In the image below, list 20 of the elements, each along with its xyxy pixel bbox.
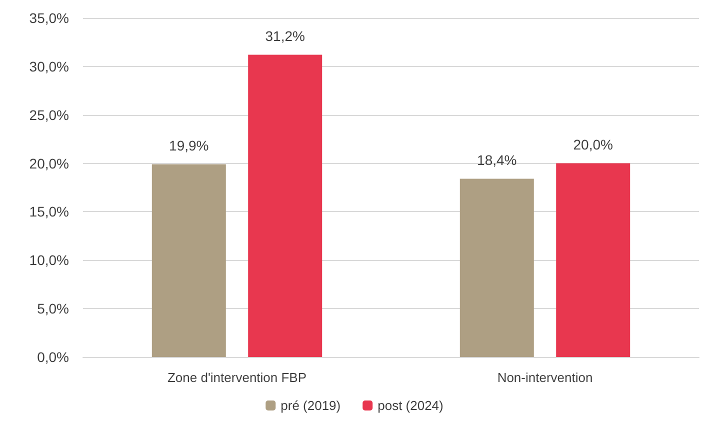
y-tick-label: 10,0%: [29, 252, 69, 268]
data-label: 31,2%: [265, 28, 305, 44]
legend-label: post (2024): [378, 398, 444, 413]
y-tick-label: 5,0%: [37, 300, 69, 317]
data-label: 18,4%: [477, 152, 517, 168]
bar: [460, 178, 534, 357]
y-tick-label: 35,0%: [29, 10, 69, 26]
y-tick-label: 15,0%: [29, 204, 69, 220]
bar: [556, 163, 630, 357]
legend-label: pré (2019): [280, 398, 341, 413]
y-tick-label: 0,0%: [37, 349, 69, 365]
bar: [152, 164, 226, 357]
data-label: 19,9%: [169, 137, 209, 154]
x-tick-label: Zone d'intervention FBP: [167, 370, 307, 385]
y-tick-label: 25,0%: [29, 106, 69, 123]
y-tick-label: 20,0%: [29, 155, 69, 172]
x-tick-label: Non-intervention: [497, 370, 593, 385]
data-label: 20,0%: [573, 136, 613, 152]
bar: [248, 54, 322, 357]
y-tick-label: 30,0%: [29, 58, 69, 74]
